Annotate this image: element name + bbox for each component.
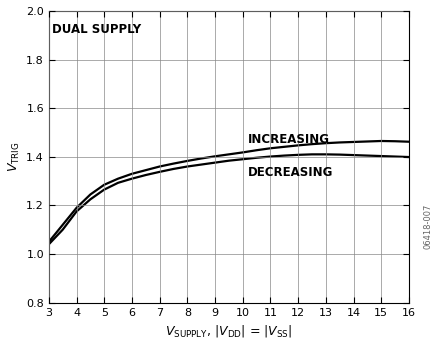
X-axis label: $V_\mathrm{SUPPLY}$, $|V_\mathrm{DD}|$ = $|V_\mathrm{SS}|$: $V_\mathrm{SUPPLY}$, $|V_\mathrm{DD}|$ =…: [165, 323, 292, 339]
Text: DECREASING: DECREASING: [248, 166, 333, 179]
Text: 06418-007: 06418-007: [423, 204, 432, 249]
Y-axis label: $V_\mathrm{TRIG}$: $V_\mathrm{TRIG}$: [7, 142, 22, 172]
Text: INCREASING: INCREASING: [248, 133, 329, 146]
Text: DUAL SUPPLY: DUAL SUPPLY: [52, 23, 141, 36]
